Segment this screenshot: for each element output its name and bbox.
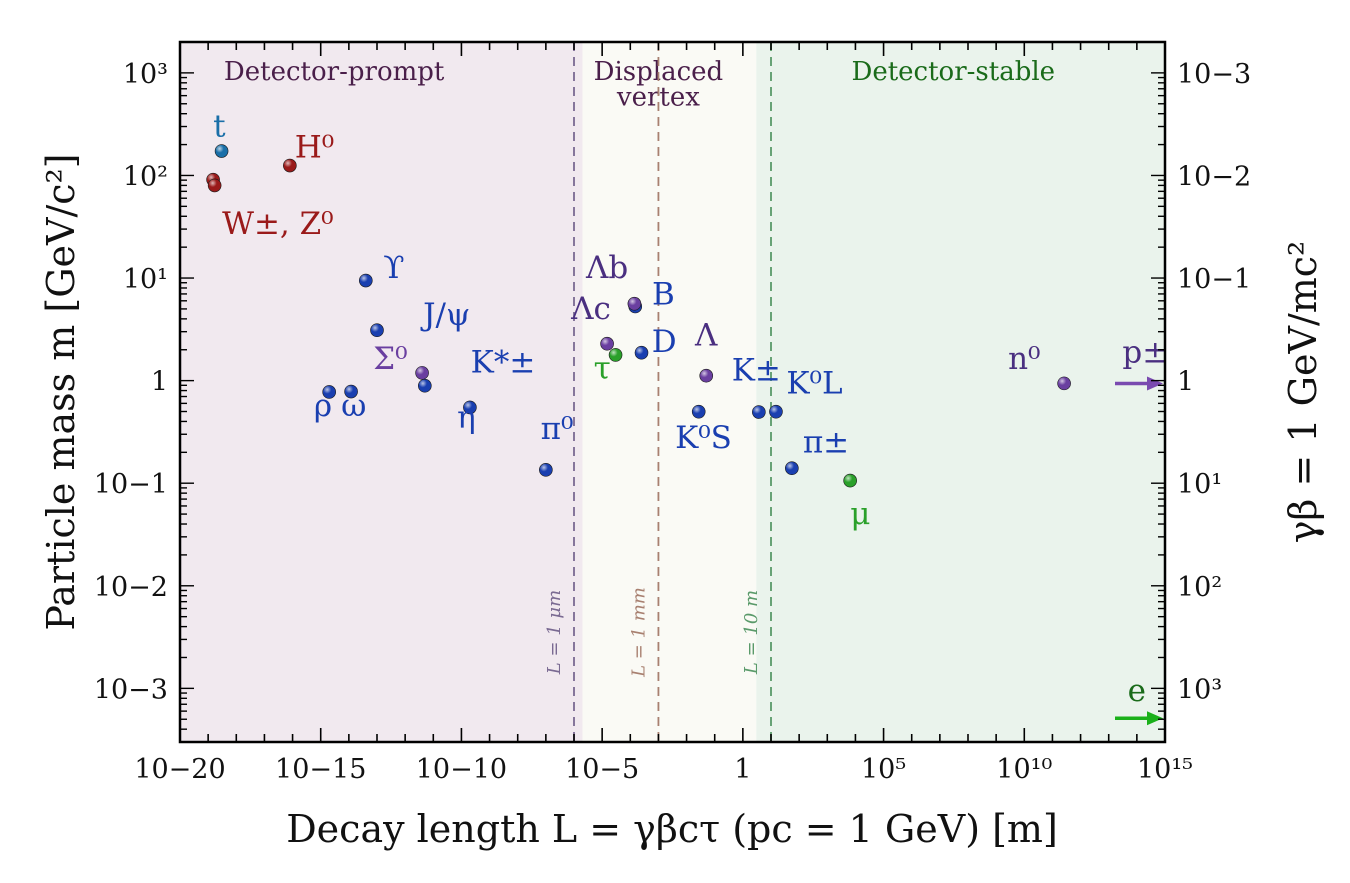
point-sheen-24 — [1057, 376, 1071, 390]
y-axis-title: Particle mass m [GeV/c²] — [39, 153, 83, 630]
x-tick-label-2: 10−15 — [275, 754, 366, 785]
point-sheen-20 — [752, 405, 766, 419]
point-sheen-5 — [359, 274, 373, 288]
point-sheen-2 — [283, 159, 297, 173]
particle-label-14: B — [652, 277, 675, 313]
right-tick-label-3: 10−1 — [1177, 264, 1251, 295]
region-label-4: Detector-stable — [851, 57, 1055, 87]
right-tick-label-7: 10³ — [1177, 674, 1222, 705]
x-tick-label-1: 10−20 — [134, 754, 225, 785]
y-tick-label-7: 10−3 — [94, 674, 168, 705]
point-sheen-12 — [539, 463, 553, 477]
x-ticks: 10−20 10−15 10−10 10−5 1 10⁵ 10¹⁰ 10¹⁵ — [134, 42, 1193, 785]
shaded-regions: Detector-prompt DisplacedvertexDetector-s… — [180, 42, 1165, 742]
particle-label-10: η — [457, 399, 476, 435]
point-sheen-11 — [463, 400, 477, 414]
particle-label-19: K⁰L — [786, 365, 842, 401]
particle-label-7: K*± — [471, 344, 536, 380]
particle-label-21: π± — [803, 424, 849, 460]
point-sheen-21 — [769, 405, 783, 419]
point-sheen-1 — [215, 144, 229, 158]
y-tick-label-6: 10−2 — [94, 572, 168, 603]
y-tick-label-5: 10−1 — [94, 469, 168, 500]
point-sheen-8 — [344, 385, 358, 399]
right-tick-label-1: 10−3 — [1177, 59, 1251, 90]
particle-label-12: Λb — [585, 250, 628, 286]
right-tick-label-5: 10¹ — [1177, 469, 1222, 500]
x-tick-label-3: 10−10 — [416, 754, 507, 785]
particle-label-24: p± — [1122, 335, 1168, 371]
particle-label-13: Λc — [570, 291, 611, 327]
x-tick-label-4: 10−5 — [565, 754, 639, 785]
particle-label-1: t — [213, 108, 226, 144]
x-tick-label-8: 10¹⁵ — [1137, 754, 1193, 785]
point-sheen-17 — [634, 346, 648, 360]
particle-label-17: Λ — [694, 317, 718, 353]
point-sheen-7 — [322, 385, 336, 399]
right-tick-label-2: 10−2 — [1177, 161, 1251, 192]
x-tick-label-7: 10¹⁰ — [996, 754, 1052, 785]
particle-label-11: π⁰ — [541, 411, 574, 447]
point-sheen-18 — [699, 369, 713, 383]
point-sheen-23 — [843, 474, 857, 488]
particle-label-4: ϒ — [383, 250, 404, 286]
x-tick-label-5: 1 — [734, 754, 751, 785]
particle-label-8: ρ — [314, 388, 332, 424]
vline-label-1: L = 1 μm — [544, 590, 565, 675]
right-axis-title: γβ = 1 GeV/mc² — [1281, 241, 1325, 544]
region-3 — [756, 42, 1165, 742]
particle-label-20: K⁰S — [675, 420, 732, 456]
region-label-1: Detector-prompt — [224, 57, 445, 87]
x-axis-title: Decay length L = γβcτ (pc = 1 GeV) [m] — [286, 807, 1058, 851]
point-sheen-13 — [600, 337, 614, 351]
region-1 — [180, 42, 583, 742]
point-sheen-14 — [609, 348, 623, 362]
point-sheen-9 — [415, 366, 429, 380]
region-2 — [582, 42, 757, 742]
particle-label-22: μ — [850, 496, 870, 532]
point-sheen-22 — [785, 461, 799, 475]
x-tick-label-6: 10⁵ — [861, 754, 906, 785]
point-sheen-6 — [370, 323, 384, 337]
point-sheen-16 — [627, 297, 641, 311]
y-tick-label-2: 10² — [123, 161, 168, 192]
particle-label-6: Σ⁰ — [373, 341, 407, 377]
particle-label-9: ω — [341, 388, 366, 424]
particle-label-3: W±, Z⁰ — [222, 206, 334, 242]
point-sheen-10 — [418, 379, 432, 393]
particle-label-23: n⁰ — [1008, 341, 1040, 377]
y-ticks: 10³ 10² 10¹ 1 10−1 10−2 10−3 — [94, 41, 1165, 743]
vline-label-2: L = 1 mm — [628, 587, 649, 678]
right-tick-label-4: 1 — [1177, 367, 1194, 398]
right-tick-label-6: 10² — [1177, 572, 1222, 603]
particle-label-16: τ — [594, 350, 611, 386]
particle-label-25: e — [1128, 673, 1146, 709]
particle-label-15: D — [652, 324, 677, 360]
right-ticks: 10−3 10−2 10−1 1 10¹ 10² 10³ — [1177, 59, 1251, 705]
vline-label-3: L = 10 m — [741, 590, 762, 675]
data-points — [206, 144, 1071, 488]
particle-label-2: H⁰ — [295, 129, 334, 165]
y-tick-label-3: 10¹ — [123, 264, 168, 295]
particle-label-5: J/ψ — [420, 297, 470, 333]
particle-labels: t H⁰ W±, Z⁰ ϒ J/ψ Σ⁰ K*± ρ ω η π⁰ Λb Λc BDτ Λ K± K⁰L K⁰S π… — [213, 108, 1168, 709]
plot-border — [178, 40, 1167, 744]
reference-lines: L = 1 μm L = 1 mm L = 10 m — [544, 42, 772, 742]
arrow-head-2 — [1147, 711, 1163, 726]
point-sheen-19 — [692, 405, 706, 419]
particle-label-18: K± — [732, 353, 781, 389]
y-tick-label-1: 10³ — [123, 59, 168, 90]
plot-frame — [178, 40, 1167, 744]
point-sheen-4 — [208, 178, 222, 192]
y-tick-label-4: 1 — [151, 367, 168, 398]
